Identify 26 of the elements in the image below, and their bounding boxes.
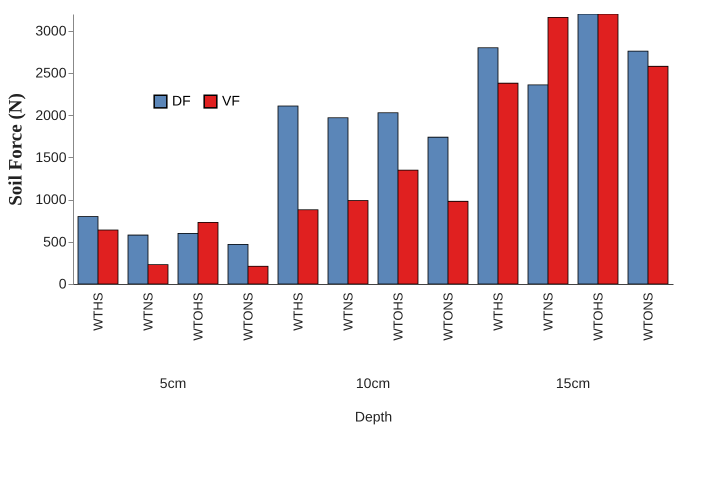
text: 10cm <box>356 375 390 391</box>
x-tick-label: WTNS <box>540 292 556 331</box>
text: 15cm <box>556 375 590 391</box>
y-tick-label: 500 <box>43 233 67 250</box>
x-tick-label: WTNS <box>340 292 356 331</box>
x-tick-label: WTONS <box>440 292 456 341</box>
x-tick-label: WTHS <box>290 292 306 331</box>
y-tick-label: 1500 <box>35 148 67 165</box>
x-tick-label: WTHS <box>490 292 506 331</box>
x-tick-label: WTOHS <box>390 292 406 341</box>
y-tick-label: 0 <box>58 276 67 292</box>
legend-label: VF <box>222 92 240 109</box>
y-tick-label: 2000 <box>35 106 67 123</box>
legend-label: DF <box>172 92 191 109</box>
x-tick-label: WTNS <box>140 292 156 331</box>
x-tick-label: WTONS <box>240 292 256 341</box>
x-tick-label: WTOHS <box>190 292 206 341</box>
y-tick-label: 2500 <box>35 64 67 81</box>
x-tick-label: WTOHS <box>590 292 606 341</box>
y-tick-label: 1000 <box>35 191 67 208</box>
text: 5cm <box>160 375 186 391</box>
x-axis-title: Depth <box>354 408 392 425</box>
y-tick-label: 3000 <box>35 22 67 38</box>
x-tick-label: WTHS <box>90 292 106 331</box>
x-tick-label: WTONS <box>640 292 656 341</box>
y-axis-title: Soil Force (N) <box>5 93 26 206</box>
